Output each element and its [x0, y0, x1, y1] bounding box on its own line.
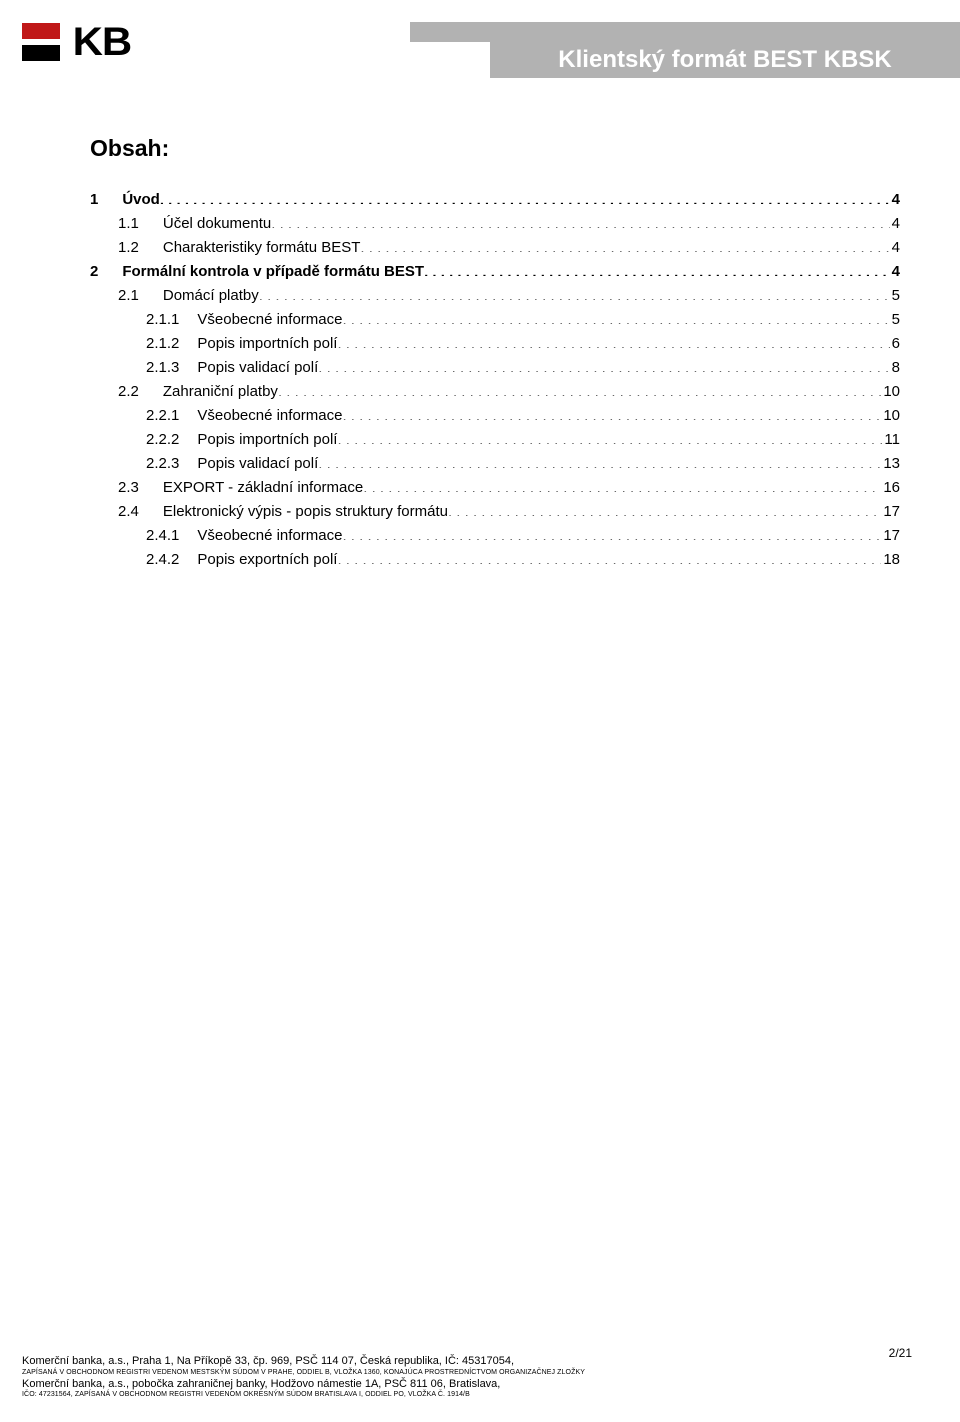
toc-entry-number: 2.2	[118, 380, 163, 404]
toc-entry-page: 18	[881, 548, 900, 572]
toc-entry-label: Charakteristiky formátu BEST	[163, 236, 361, 260]
toc-entry-label: Všeobecné informace	[197, 308, 342, 332]
toc-entry[interactable]: 2.2.2Popis importních polí 11	[90, 428, 900, 452]
toc-leader-dots	[337, 549, 881, 564]
toc-entry-page: 4	[890, 236, 900, 260]
toc-entry-page: 10	[881, 380, 900, 404]
footer-line-4: IČO: 47231564, ZAPÍSANÁ V OBCHODNOM REGI…	[22, 1391, 938, 1400]
toc-entry-page: 5	[890, 308, 900, 332]
toc-entry-label: Všeobecné informace	[197, 524, 342, 548]
toc-entry-number: 2.4	[118, 500, 163, 524]
toc-entry[interactable]: 1.2Charakteristiky formátu BEST 4	[90, 236, 900, 260]
toc-entry[interactable]: 2.2.3Popis validací polí 13	[90, 452, 900, 476]
toc-entry-page: 4	[890, 260, 900, 284]
toc-entry-label: Účel dokumentu	[163, 212, 271, 236]
toc-entry-page: 5	[890, 284, 900, 308]
toc-entry-number: 2	[90, 260, 122, 284]
toc-entry[interactable]: 2.4.1Všeobecné informace 17	[90, 524, 900, 548]
footer: Komerční banka, a.s., Praha 1, Na Příkop…	[22, 1355, 938, 1400]
toc-entry-number: 2.2.3	[146, 452, 197, 476]
toc-entry[interactable]: 2.2.1Všeobecné informace 10	[90, 404, 900, 428]
title-bar: Klientský formát BEST KBSK	[490, 42, 960, 78]
toc-leader-dots	[318, 357, 889, 372]
toc-entry-number: 2.1	[118, 284, 163, 308]
toc-entry-number: 2.4.1	[146, 524, 197, 548]
toc-leader-dots	[160, 189, 890, 204]
logo-text: KB	[73, 22, 132, 62]
toc-entry-number: 2.1.2	[146, 332, 197, 356]
toc-entry-number: 2.4.2	[146, 548, 197, 572]
toc-entry[interactable]: 2.2Zahraniční platby 10	[90, 380, 900, 404]
toc-entry-page: 8	[890, 356, 900, 380]
toc-entry-label: Elektronický výpis - popis struktury for…	[163, 500, 448, 524]
toc-leader-dots	[424, 261, 890, 276]
toc-entry[interactable]: 2.4.2Popis exportních polí 18	[90, 548, 900, 572]
toc-entry-number: 2.3	[118, 476, 163, 500]
toc-entry-label: Úvod	[122, 188, 160, 212]
toc-leader-dots	[360, 237, 889, 252]
toc-entry-page: 16	[881, 476, 900, 500]
toc-entry-page: 13	[881, 452, 900, 476]
toc-entry[interactable]: 2.1Domácí platby 5	[90, 284, 900, 308]
toc-entry-page: 4	[890, 188, 900, 212]
toc-entry[interactable]: 1Úvod 4	[90, 188, 900, 212]
document-title: Klientský formát BEST KBSK	[558, 46, 891, 74]
toc-entry-page: 17	[881, 524, 900, 548]
footer-line-2: ZAPÍSANÁ V OBCHODNOM REGISTRI VEDENOM ME…	[22, 1369, 938, 1378]
toc-entry[interactable]: 2.4Elektronický výpis - popis struktury …	[90, 500, 900, 524]
toc-entry-label: EXPORT - základní informace	[163, 476, 363, 500]
toc-leader-dots	[337, 333, 889, 348]
toc-entry[interactable]: 2.3EXPORT - základní informace 16	[90, 476, 900, 500]
toc-entry-label: Všeobecné informace	[197, 404, 342, 428]
toc-leader-dots	[318, 453, 881, 468]
title-bar-bg	[410, 22, 960, 42]
toc-entry-label: Domácí platby	[163, 284, 259, 308]
toc: 1Úvod 41.1Účel dokumentu 41.2Charakteris…	[90, 188, 900, 572]
toc-heading: Obsah:	[90, 135, 900, 162]
toc-entry-page: 6	[890, 332, 900, 356]
logo-icon	[22, 23, 60, 61]
footer-line-1: Komerční banka, a.s., Praha 1, Na Příkop…	[22, 1355, 938, 1369]
toc-entry[interactable]: 1.1Účel dokumentu 4	[90, 212, 900, 236]
toc-leader-dots	[271, 213, 889, 228]
toc-entry-number: 1	[90, 188, 122, 212]
toc-entry-page: 11	[882, 428, 900, 452]
toc-entry-number: 2.2.2	[146, 428, 197, 452]
toc-leader-dots	[448, 501, 881, 516]
toc-entry-number: 1.1	[118, 212, 163, 236]
toc-entry[interactable]: 2.1.1Všeobecné informace 5	[90, 308, 900, 332]
toc-entry-label: Popis validací polí	[197, 452, 318, 476]
toc-leader-dots	[342, 405, 881, 420]
footer-line-3: Komerční banka, a.s., pobočka zahranične…	[22, 1378, 938, 1392]
toc-entry-page: 10	[881, 404, 900, 428]
toc-entry[interactable]: 2Formální kontrola v případě formátu BES…	[90, 260, 900, 284]
toc-entry-page: 4	[890, 212, 900, 236]
toc-entry-number: 2.1.3	[146, 356, 197, 380]
toc-leader-dots	[259, 285, 890, 300]
toc-leader-dots	[363, 477, 881, 492]
toc-leader-dots	[278, 381, 881, 396]
toc-entry-label: Zahraniční platby	[163, 380, 278, 404]
header: KB Klientský formát BEST KBSK	[0, 22, 960, 82]
content: Obsah: 1Úvod 41.1Účel dokumentu 41.2Char…	[90, 135, 900, 572]
toc-entry-number: 2.2.1	[146, 404, 197, 428]
toc-entry-label: Popis validací polí	[197, 356, 318, 380]
toc-entry-label: Popis importních polí	[197, 332, 337, 356]
toc-entry-page: 17	[881, 500, 900, 524]
toc-leader-dots	[337, 429, 882, 444]
toc-entry-number: 2.1.1	[146, 308, 197, 332]
toc-entry-label: Formální kontrola v případě formátu BEST	[122, 260, 424, 284]
toc-entry[interactable]: 2.1.3Popis validací polí 8	[90, 356, 900, 380]
toc-entry-label: Popis importních polí	[197, 428, 337, 452]
toc-entry-number: 1.2	[118, 236, 163, 260]
toc-leader-dots	[342, 525, 881, 540]
toc-entry-label: Popis exportních polí	[197, 548, 337, 572]
logo-block: KB	[22, 22, 130, 62]
toc-entry[interactable]: 2.1.2Popis importních polí 6	[90, 332, 900, 356]
toc-leader-dots	[342, 309, 889, 324]
